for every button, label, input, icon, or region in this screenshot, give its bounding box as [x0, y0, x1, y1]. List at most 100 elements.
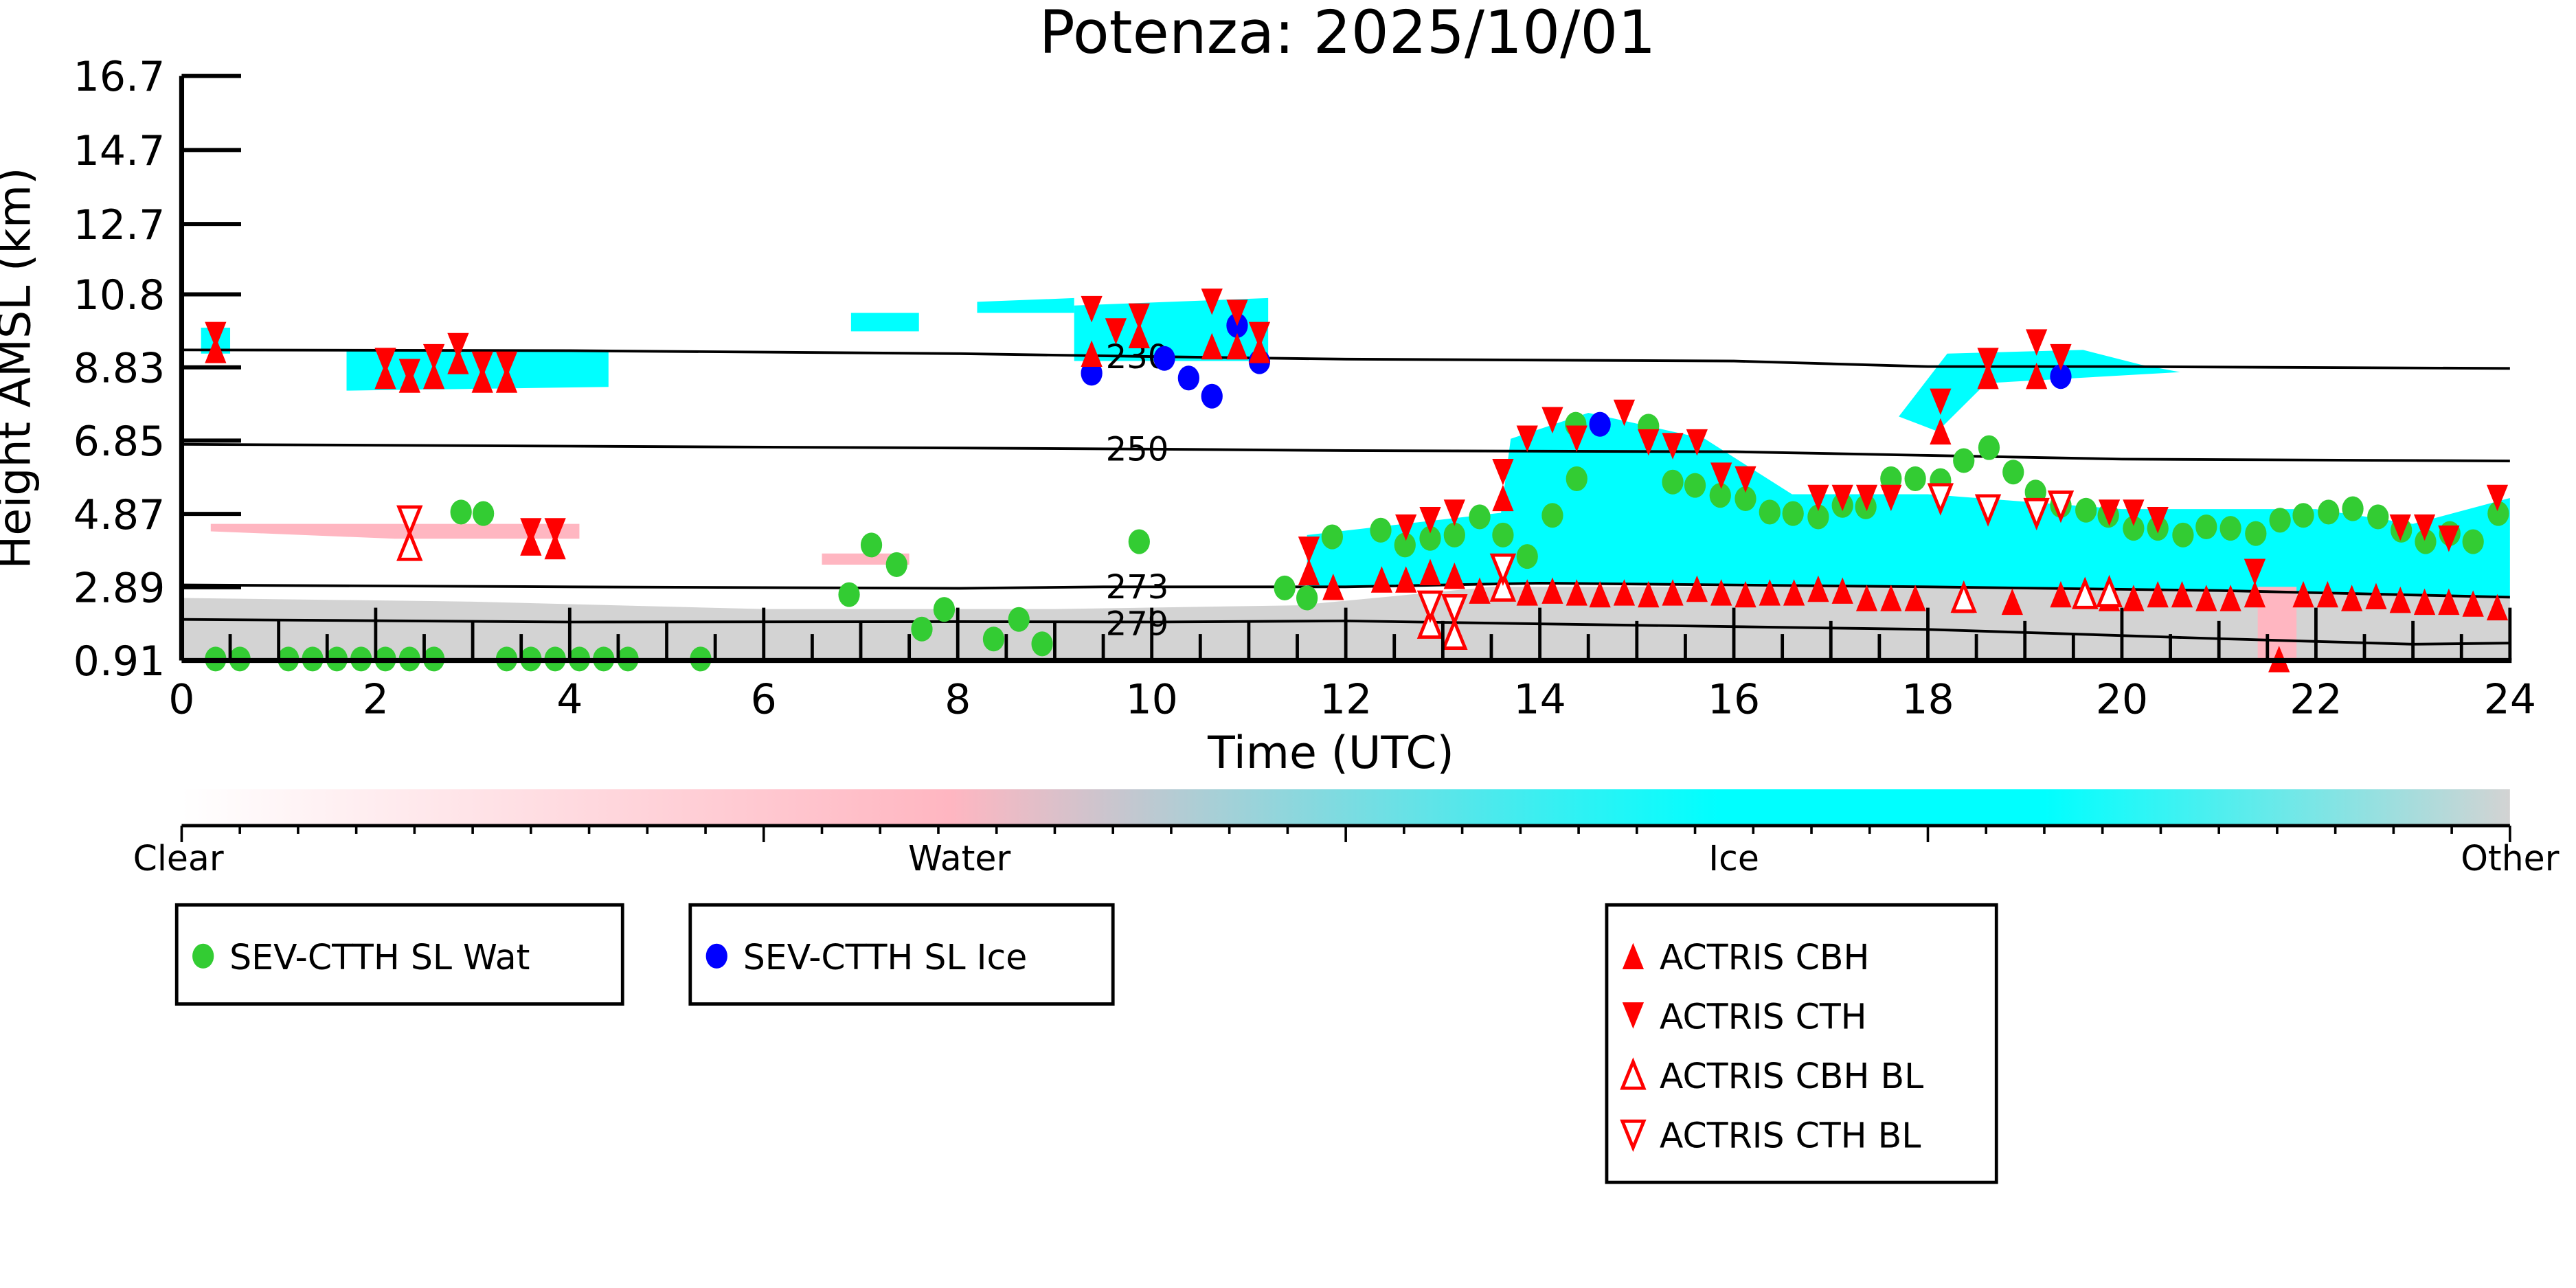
actris-cth-point	[1492, 458, 1514, 486]
sev-ctth-sl-wat-point	[1516, 544, 1538, 569]
sev-ctth-sl-wat-point	[1541, 503, 1563, 528]
sev-ctth-sl-wat-point	[1296, 585, 1318, 611]
actris-cbh-point	[1395, 566, 1417, 593]
isotherm-label: 279	[1106, 605, 1169, 644]
sev-ctth-sl-wat-point	[2002, 460, 2024, 485]
actris-cbh-point	[447, 348, 469, 374]
sev-ctth-sl-wat-point	[1321, 524, 1343, 550]
actris-cbh-point	[1589, 580, 1611, 608]
legend-label: ACTRIS CBH	[1660, 937, 1870, 978]
actris-cbh-point	[2462, 590, 2484, 617]
legend-actris: ACTRIS CBH ACTRIS CTH ACTRIS CBH BL ACTRIS …	[1605, 903, 1998, 1184]
actris-cbh-point	[2292, 580, 2314, 608]
actris-cbh-point	[2389, 586, 2411, 613]
actris-cbh-point	[1419, 558, 1441, 585]
colorbar-label-water: Water	[908, 838, 1010, 879]
sev-ctth-sl-wat-point	[1684, 473, 1706, 498]
sev-ctth-sl-wat-point	[933, 597, 956, 622]
actris-cth-point	[2486, 484, 2509, 512]
x-tick-label: 12	[1320, 675, 1372, 723]
actris-cth-point	[1105, 318, 1127, 345]
actris-cbh-point	[2244, 580, 2266, 608]
actris-cbh-point	[1613, 579, 1636, 606]
y-tick-label: 6.85	[74, 418, 166, 466]
actris-cth-bl-point	[1489, 553, 1517, 586]
sev-ctth-sl-wat-point	[2123, 516, 2145, 541]
x-tick-label: 22	[2290, 675, 2342, 723]
legend-frame	[174, 903, 624, 1006]
actris-cbh-point	[2219, 585, 2241, 611]
legend-label: ACTRIS CBH BL	[1660, 1056, 1923, 1096]
sev-ctth-sl-wat-point	[1807, 504, 1829, 530]
sev-ctth-sl-wat-point	[1904, 466, 1926, 491]
legends: SEV-CTTH SL Wat SEV-CTTH SL Ice ACTRIS CBH…	[174, 903, 1998, 1184]
actris-cbh-point	[544, 532, 566, 560]
x-tick-label: 2	[363, 675, 389, 723]
actris-cth-point	[1638, 429, 1660, 456]
legend-marker	[192, 943, 214, 969]
actris-cbh-point	[2171, 580, 2193, 608]
legend-label: SEV-CTTH SL Ice	[743, 937, 1028, 978]
sev-ctth-sl-wat-point	[1469, 504, 1491, 530]
sev-ctth-sl-wat-point	[1443, 522, 1465, 547]
actris-cbh-point	[1566, 579, 1588, 606]
actris-cbh-point	[1081, 340, 1103, 368]
actris-cbh-bl-point	[1441, 617, 1468, 650]
legend-frame	[1605, 903, 1998, 1184]
actris-cbh-point	[2001, 588, 2023, 615]
actris-cbh-bl-point	[2072, 576, 2099, 609]
sev-ctth-sl-wat-point	[838, 582, 860, 607]
ice-class-region	[1074, 297, 1269, 361]
actris-cth-point	[398, 359, 420, 385]
actris-cth-bl-point	[1927, 483, 1954, 516]
sev-ctth-sl-wat-point	[1709, 483, 1731, 508]
actris-cbh-point	[2486, 594, 2509, 621]
chart-title: Potenza: 2025/10/01	[1039, 0, 1656, 67]
actris-cbh-point	[1370, 566, 1393, 593]
actris-cbh-point	[2123, 585, 2145, 611]
x-axis-label: Time (UTC)	[1207, 727, 1454, 779]
sev-ctth-sl-wat-point	[1274, 575, 1296, 600]
sev-ctth-sl-wat-point	[1031, 631, 1053, 657]
sev-ctth-sl-wat-point	[2219, 516, 2241, 541]
ice-class-region	[977, 297, 1074, 313]
sev-ctth-sl-ice-point	[2050, 364, 2072, 389]
legend-marker	[1622, 942, 1645, 970]
actris-cbh-point	[1492, 484, 1514, 512]
actris-cbh-point	[1322, 574, 1344, 600]
x-tick-label: 16	[1708, 675, 1760, 723]
actris-cbh-point	[1226, 332, 1248, 360]
sev-ctth-sl-wat-point	[1492, 522, 1514, 547]
actris-cbh-point	[1248, 337, 1271, 363]
legend-label: ACTRIS CTH BL	[1660, 1116, 1921, 1156]
actris-cbh-point	[1904, 585, 1926, 611]
colorbar-label-other: Other	[2461, 838, 2560, 879]
actris-cbh-bl-point	[396, 528, 423, 561]
actris-cbh-point	[2438, 588, 2460, 615]
actris-cth-bl-point	[2047, 490, 2075, 523]
actris-cth-point	[1735, 466, 1756, 493]
x-tick-label: 8	[945, 675, 971, 723]
y-tick-label: 2.89	[74, 564, 166, 612]
sev-ctth-sl-ice-point	[1081, 361, 1103, 386]
actris-cth-point	[1443, 499, 1465, 526]
sev-ctth-sl-wat-point	[2172, 522, 2194, 547]
x-tick-label: 0	[168, 675, 194, 723]
x-tick-label: 10	[1125, 675, 1177, 723]
sev-ctth-sl-ice-point	[1153, 346, 1175, 371]
actris-cbh-point	[2147, 580, 2169, 608]
sev-ctth-sl-wat-point	[2318, 499, 2340, 525]
sev-ctth-sl-wat-point	[885, 552, 907, 577]
legend-label: SEV-CTTH SL Wat	[229, 937, 530, 978]
sev-ctth-sl-wat-point	[1978, 435, 2000, 460]
actris-cbh-point	[2365, 583, 2387, 609]
actris-cbh-point	[2195, 585, 2217, 611]
actris-cth-point	[1977, 348, 1999, 374]
isotherm-label: 273	[1106, 568, 1169, 607]
actris-cth-point	[544, 518, 566, 545]
isotherm-label: 250	[1106, 431, 1169, 469]
actris-cbh-point	[1855, 585, 1878, 611]
actris-cbh-bl-point	[2096, 574, 2123, 608]
